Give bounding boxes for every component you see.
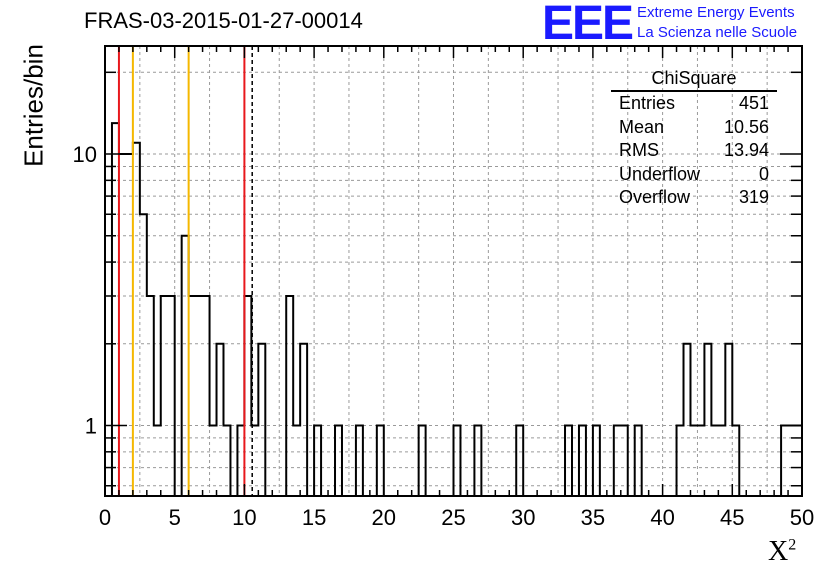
marker-lines (117, 46, 253, 496)
grid-lines (105, 46, 802, 496)
stats-box: ChiSquare Entries 451 Mean 10.56 RMS 13.94 … (611, 66, 777, 210)
stats-value: 451 (738, 93, 769, 113)
stats-value: 319 (738, 187, 769, 207)
stats-label: Overflow (619, 187, 691, 207)
x-tick-label: 50 (790, 505, 814, 530)
stats-value: 0 (758, 163, 769, 184)
stats-label: Mean (619, 116, 665, 137)
x-tick-label: 0 (99, 505, 111, 530)
x-tick-label: 40 (650, 505, 674, 530)
stats-row-overflow: Overflow 319 (611, 186, 777, 210)
stats-row-rms: RMS 13.94 (611, 139, 777, 163)
stats-title: ChiSquare (611, 66, 777, 92)
x-tick-label: 25 (441, 505, 465, 530)
x-tick-label: 35 (581, 505, 605, 530)
x-tick-label: 20 (372, 505, 396, 530)
stats-label: Entries (619, 93, 676, 113)
stats-row-underflow: Underflow 0 (611, 163, 777, 187)
y-axis-label: Entries/bin (18, 44, 49, 167)
y-tick-label: 1 (85, 414, 97, 439)
logo-line-1: Extreme Energy Events (637, 4, 795, 21)
x-tick-label: 15 (302, 505, 326, 530)
y-tick-label: 10 (73, 142, 97, 167)
stats-row-entries: Entries 451 (611, 92, 777, 116)
axis-ticks (104, 46, 803, 496)
x-tick-labels: 0 5 10 15 20 25 30 35 40 45 50 (99, 505, 814, 530)
x-tick-label: 10 (232, 505, 256, 530)
x-axis-superscript: 2 (788, 536, 797, 554)
x-tick-label: 30 (511, 505, 535, 530)
chart-title: FRAS-03-2015-01-27-00014 (84, 8, 363, 33)
y-tick-labels: 1 10 (73, 142, 97, 438)
eee-logo: EEE (542, 0, 634, 50)
stats-row-mean: Mean 10.56 (611, 116, 777, 140)
x-tick-label: 45 (720, 505, 744, 530)
logo-line-2: La Scienza nelle Scuole (637, 24, 798, 41)
x-tick-label: 5 (169, 505, 181, 530)
stats-value: 10.56 (723, 116, 769, 137)
x-axis-symbol: X (768, 536, 789, 567)
stats-label: RMS (619, 140, 659, 160)
stats-value: 13.94 (723, 140, 769, 160)
stats-label: Underflow (619, 163, 701, 184)
x-axis-label: X2 (768, 536, 796, 568)
